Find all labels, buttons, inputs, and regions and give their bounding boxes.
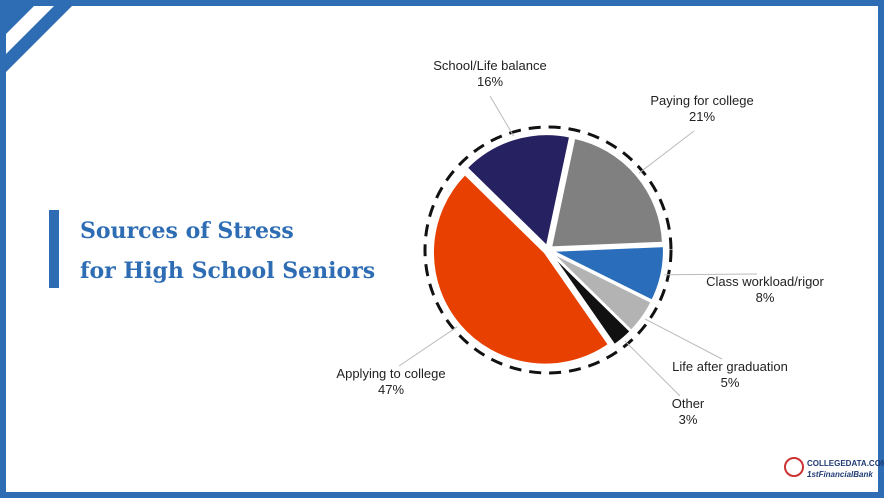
slice-value: 21% xyxy=(689,109,715,124)
leader-line xyxy=(638,130,695,174)
slice-label: Class workload/rigor xyxy=(706,274,824,289)
slice-label: Other xyxy=(672,396,705,411)
dashed-ring xyxy=(423,125,673,375)
slice-label: Applying to college xyxy=(336,366,445,381)
leader-line xyxy=(489,95,515,137)
logo-text: COLLEGEDATA.COM xyxy=(807,459,884,468)
leader-line xyxy=(398,326,458,367)
leader-line xyxy=(624,340,681,397)
logo-icon xyxy=(784,457,804,477)
logo-text: 1stFinancialBank xyxy=(807,470,873,479)
pie-slice xyxy=(549,136,664,249)
title-bar xyxy=(49,210,59,288)
pie-slice xyxy=(551,245,665,302)
leader-line xyxy=(664,273,758,276)
slice-label: Life after graduation xyxy=(672,359,788,374)
pie-slice xyxy=(550,251,653,333)
slice-label: School/Life balance xyxy=(433,58,546,73)
chart-title: for High School Seniors xyxy=(80,258,375,284)
chart-title: Sources of Stress xyxy=(80,218,294,244)
leader-line xyxy=(644,318,723,360)
pie-slice xyxy=(549,252,633,347)
corner-stripe xyxy=(0,0,78,78)
slice-value: 3% xyxy=(679,412,698,427)
pie-slice xyxy=(465,133,572,249)
corner-stripe xyxy=(0,0,40,40)
slice-value: 16% xyxy=(477,74,503,89)
slice-value: 47% xyxy=(378,382,404,397)
slice-label: Paying for college xyxy=(650,93,753,108)
pie-slice xyxy=(431,172,611,366)
slice-value: 8% xyxy=(756,290,775,305)
slice-value: 5% xyxy=(721,375,740,390)
